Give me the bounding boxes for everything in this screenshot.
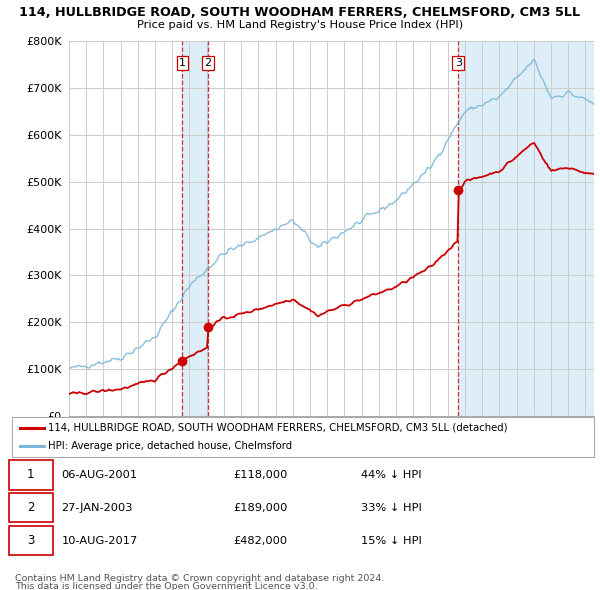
Text: 44% ↓ HPI: 44% ↓ HPI bbox=[361, 470, 422, 480]
Text: Price paid vs. HM Land Registry's House Price Index (HPI): Price paid vs. HM Land Registry's House … bbox=[137, 20, 463, 30]
Text: 33% ↓ HPI: 33% ↓ HPI bbox=[361, 503, 422, 513]
Text: 15% ↓ HPI: 15% ↓ HPI bbox=[361, 536, 422, 546]
Text: £189,000: £189,000 bbox=[233, 503, 287, 513]
FancyBboxPatch shape bbox=[9, 526, 53, 555]
Bar bbox=[458, 41, 594, 416]
Text: £482,000: £482,000 bbox=[233, 536, 287, 546]
Text: 1: 1 bbox=[27, 468, 35, 481]
FancyBboxPatch shape bbox=[9, 460, 53, 490]
Text: Contains HM Land Registry data © Crown copyright and database right 2024.: Contains HM Land Registry data © Crown c… bbox=[15, 574, 385, 583]
Text: 2: 2 bbox=[27, 502, 35, 514]
Text: 114, HULLBRIDGE ROAD, SOUTH WOODHAM FERRERS, CHELMSFORD, CM3 5LL (detached): 114, HULLBRIDGE ROAD, SOUTH WOODHAM FERR… bbox=[48, 423, 508, 433]
Text: 2: 2 bbox=[205, 58, 211, 68]
Text: £118,000: £118,000 bbox=[233, 470, 287, 480]
Text: 27-JAN-2003: 27-JAN-2003 bbox=[61, 503, 133, 513]
Text: 3: 3 bbox=[455, 58, 461, 68]
Text: 10-AUG-2017: 10-AUG-2017 bbox=[61, 536, 138, 546]
Text: This data is licensed under the Open Government Licence v3.0.: This data is licensed under the Open Gov… bbox=[15, 582, 317, 590]
Text: 3: 3 bbox=[27, 534, 35, 547]
FancyBboxPatch shape bbox=[9, 493, 53, 523]
Bar bbox=[182, 41, 208, 416]
Text: HPI: Average price, detached house, Chelmsford: HPI: Average price, detached house, Chel… bbox=[48, 441, 292, 451]
Text: 114, HULLBRIDGE ROAD, SOUTH WOODHAM FERRERS, CHELMSFORD, CM3 5LL: 114, HULLBRIDGE ROAD, SOUTH WOODHAM FERR… bbox=[19, 6, 581, 19]
Text: 06-AUG-2001: 06-AUG-2001 bbox=[61, 470, 137, 480]
Text: 1: 1 bbox=[179, 58, 186, 68]
